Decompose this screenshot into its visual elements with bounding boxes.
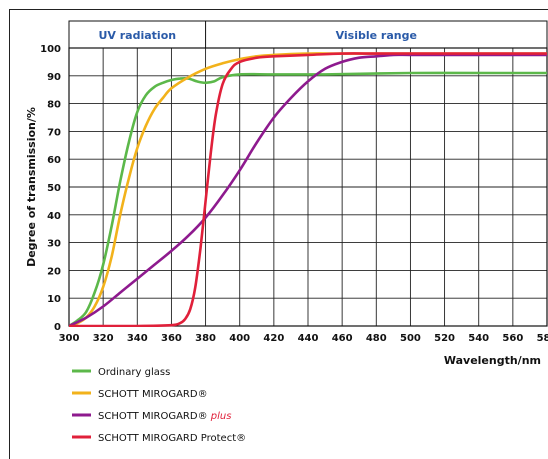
y-tick-label: 70 (47, 127, 61, 138)
x-tick-label: 560 (502, 333, 523, 344)
y-tick-label: 50 (47, 183, 61, 194)
x-tick-label: 580 (537, 333, 548, 344)
legend-label: SCHOTT MIROGARD® plus (98, 411, 231, 422)
x-tick-label: 460 (332, 333, 353, 344)
y-axis-title: Degree of transmission/% (25, 107, 38, 267)
y-tick-label: 100 (40, 44, 61, 55)
y-tick-label: 60 (47, 155, 61, 166)
chart-frame (9, 9, 548, 459)
x-tick-label: 360 (161, 333, 182, 344)
x-tick-label: 340 (127, 333, 148, 344)
series-line-1 (69, 71, 547, 327)
y-tick-label: 0 (54, 322, 61, 333)
y-tick-label: 20 (47, 266, 61, 277)
x-tick-label: 400 (229, 333, 250, 344)
legend-label: Ordinary glass (98, 367, 170, 378)
x-tick-label: 500 (400, 333, 421, 344)
y-tick-label: 10 (47, 294, 61, 305)
x-tick-label: 480 (366, 333, 387, 344)
legend-label-suffix: plus (210, 411, 232, 422)
x-tick-label: 320 (93, 333, 114, 344)
x-tick-label: 440 (298, 333, 319, 344)
legend-label: SCHOTT MIROGARD® (98, 389, 208, 400)
y-tick-label: 40 (47, 211, 61, 222)
legend-label: SCHOTT MIROGARD Protect® (98, 433, 246, 444)
band-label: Visible range (336, 29, 417, 42)
x-tick-label: 380 (195, 333, 216, 344)
x-tick-label: 520 (434, 333, 455, 344)
series-line-4 (69, 52, 547, 327)
x-tick-label: 420 (263, 333, 284, 344)
band-label: UV radiation (98, 29, 176, 42)
y-tick-label: 80 (47, 100, 61, 111)
x-axis-title: Wavelength/nm (444, 354, 541, 367)
y-tick-label: 30 (47, 239, 61, 250)
x-tick-label: 300 (59, 333, 80, 344)
x-tick-label: 540 (468, 333, 489, 344)
plot-area (68, 47, 548, 327)
y-tick-label: 90 (47, 72, 61, 83)
